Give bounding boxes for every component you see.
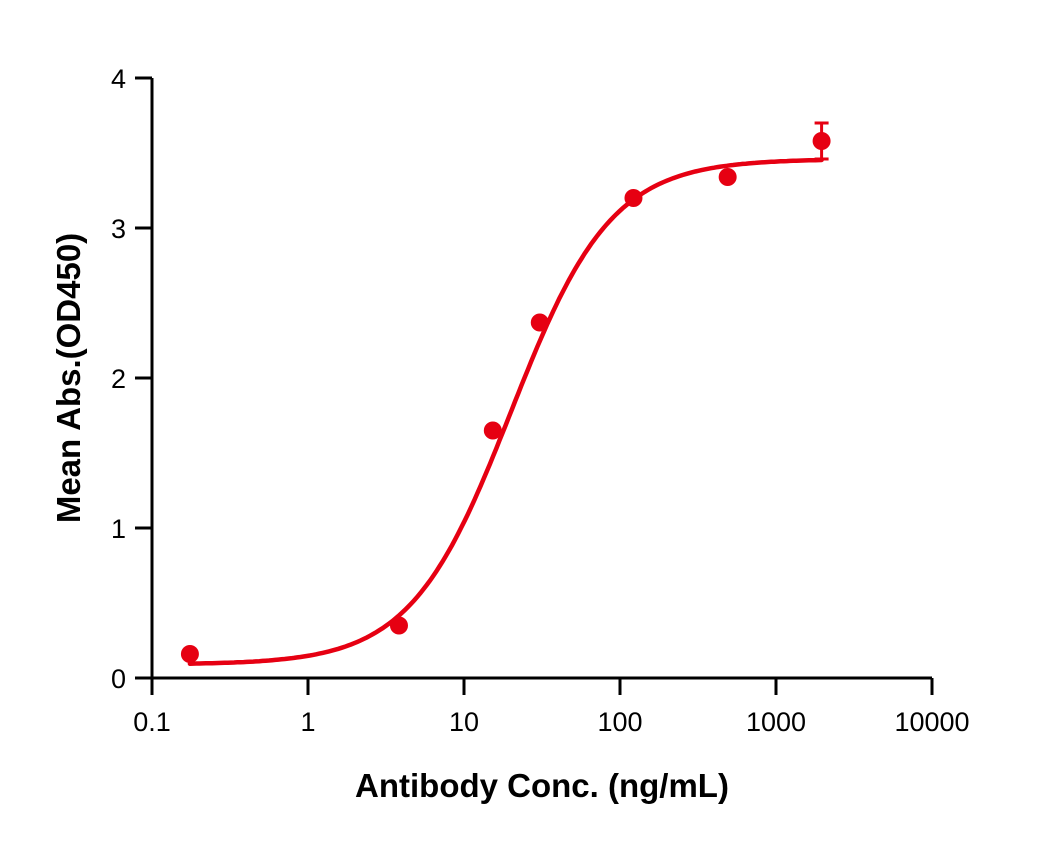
data-point: [530, 313, 549, 332]
x-ticks: 0.1 1 10 100 1000 10000: [133, 678, 970, 737]
x-tick-label: 10000: [894, 707, 969, 737]
fit-curve: [187, 157, 824, 666]
y-tick-label: 3: [111, 214, 126, 244]
x-axis-title: Antibody Conc. (ng/mL): [355, 767, 729, 804]
data-point: [812, 132, 831, 150]
x-tick-label: 100: [597, 707, 642, 737]
data-point: [483, 421, 502, 440]
y-ticks: 0 1 2 3 4: [111, 64, 152, 694]
y-tick-label: 0: [111, 664, 126, 694]
data-point: [180, 645, 199, 663]
axes: [135, 78, 932, 680]
data-point: [718, 168, 737, 186]
x-tick-label: 0.1: [133, 707, 171, 737]
x-tick-label: 1000: [746, 707, 806, 737]
x-tick-label: 10: [449, 707, 479, 737]
y-axis-title: Mean Abs.(OD450): [50, 233, 87, 523]
y-tick-label: 1: [111, 514, 126, 544]
data-points: [180, 132, 831, 663]
data-point: [389, 616, 408, 635]
y-tick-label: 2: [111, 364, 126, 394]
data-point: [624, 189, 643, 207]
x-tick-label: 1: [300, 707, 315, 737]
y-tick-label: 4: [111, 64, 126, 94]
